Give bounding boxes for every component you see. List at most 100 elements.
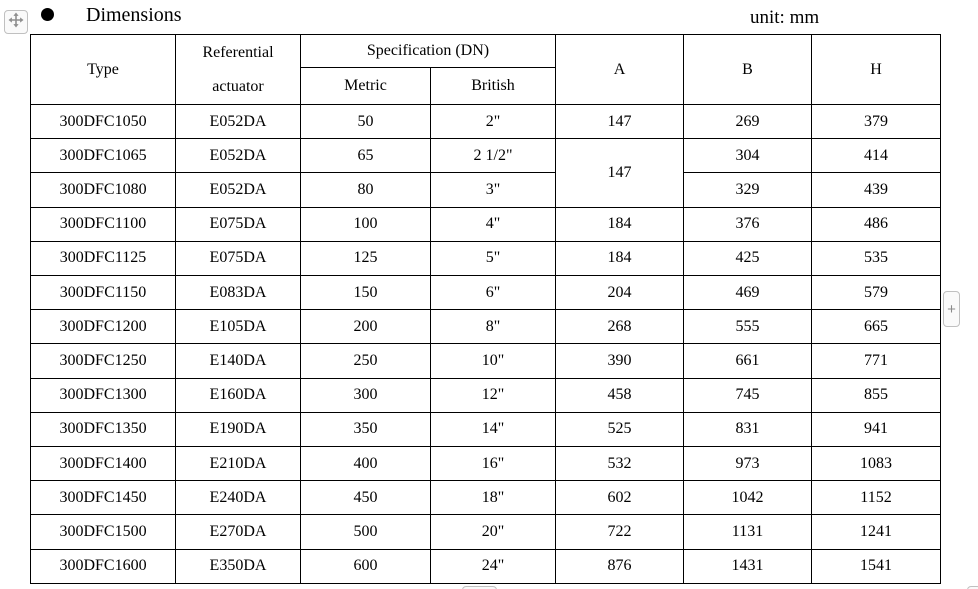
- cell-b: 1042: [683, 480, 812, 516]
- cell-metric: 80: [300, 172, 431, 208]
- cell-a: 532: [555, 446, 684, 482]
- cell-british: 12": [430, 377, 556, 413]
- cell-actuator: E270DA: [175, 514, 301, 550]
- table-body: 300DFC1050 E052DA 50 2" 147 269 379 300D…: [30, 103, 941, 585]
- cell-british: 6": [430, 275, 556, 311]
- cell-type: 300DFC1350: [30, 411, 176, 448]
- cell-type: 300DFC1400: [30, 446, 176, 482]
- cell-metric: 350: [300, 411, 431, 448]
- col-header-a: A: [555, 34, 684, 105]
- table-move-handle[interactable]: [4, 10, 28, 34]
- col-header-h: H: [811, 34, 941, 105]
- table-row: 300DFC1250 E140DA 250 10" 390 661 771: [30, 343, 941, 379]
- cell-british: 2 1/2": [430, 138, 556, 174]
- table-row: 300DFC1500 E270DA 500 20" 722 1131 1241: [30, 514, 941, 550]
- cell-a: 525: [555, 411, 684, 448]
- cell-metric: 100: [300, 206, 431, 242]
- plus-icon: +: [476, 587, 482, 589]
- cell-british: 4": [430, 206, 556, 242]
- move-icon: [8, 12, 24, 33]
- cell-h: 771: [811, 343, 941, 379]
- cell-metric: 450: [300, 480, 431, 516]
- cell-british: 14": [430, 411, 556, 448]
- cell-type: 300DFC1100: [30, 206, 176, 242]
- cell-b: 1431: [683, 548, 812, 585]
- cell-h: 1083: [811, 446, 941, 482]
- unit-label: unit: mm: [750, 7, 820, 28]
- cell-british: 2": [430, 103, 556, 140]
- cell-actuator: E075DA: [175, 206, 301, 242]
- cell-metric: 200: [300, 309, 431, 345]
- add-row-button[interactable]: +: [462, 586, 497, 589]
- col-header-actuator-line2: actuator: [212, 77, 264, 95]
- cell-h: 665: [811, 309, 941, 345]
- cell-a: 722: [555, 514, 684, 550]
- plus-icon: +: [947, 300, 956, 318]
- cell-british: 18": [430, 480, 556, 516]
- cell-actuator: E190DA: [175, 411, 301, 448]
- cell-a: 147: [555, 103, 684, 140]
- cell-a: 390: [555, 343, 684, 379]
- cell-h: 941: [811, 411, 941, 448]
- cell-actuator: E210DA: [175, 446, 301, 482]
- cell-b: 329: [683, 172, 812, 208]
- table-row: 300DFC1080 E052DA 80 3" 329 439: [30, 172, 941, 208]
- cell-british: 10": [430, 343, 556, 379]
- cell-metric: 50: [300, 103, 431, 140]
- table-row: 300DFC1450 E240DA 450 18" 602 1042 1152: [30, 480, 941, 516]
- cell-h: 535: [811, 240, 941, 277]
- cell-type: 300DFC1065: [30, 138, 176, 174]
- table-row: 300DFC1150 E083DA 150 6" 204 469 579: [30, 275, 941, 311]
- table-row: 300DFC1125 E075DA 125 5" 184 425 535: [30, 240, 941, 277]
- cell-type: 300DFC1250: [30, 343, 176, 379]
- cell-h: 486: [811, 206, 941, 242]
- cell-b: 661: [683, 343, 812, 379]
- cell-metric: 125: [300, 240, 431, 277]
- dimensions-table: Type Referential actuator Specification …: [30, 34, 941, 585]
- table-subheader-row: Metric British: [31, 67, 941, 105]
- table-row: 300DFC1200 E105DA 200 8" 268 555 665: [30, 309, 941, 345]
- cell-type: 300DFC1450: [30, 480, 176, 516]
- cell-a: 458: [555, 377, 684, 413]
- cell-h: 379: [811, 103, 941, 140]
- cell-actuator: E052DA: [175, 138, 301, 174]
- cell-type: 300DFC1500: [30, 514, 176, 550]
- col-header-metric: Metric: [300, 67, 431, 105]
- cell-metric: 600: [300, 548, 431, 585]
- cell-a: 602: [555, 480, 684, 516]
- table-row: 300DFC1100 E075DA 100 4" 184 376 486: [30, 206, 941, 242]
- cell-h: 1152: [811, 480, 941, 516]
- bullet-icon: [41, 8, 54, 21]
- cell-actuator: E350DA: [175, 548, 301, 585]
- col-header-specification: Specification (DN): [300, 34, 556, 68]
- cell-metric: 250: [300, 343, 431, 379]
- cell-actuator: E083DA: [175, 275, 301, 311]
- cell-actuator: E140DA: [175, 343, 301, 379]
- cell-b: 831: [683, 411, 812, 448]
- cell-actuator: E240DA: [175, 480, 301, 516]
- cell-b: 425: [683, 240, 812, 277]
- cell-b: 1131: [683, 514, 812, 550]
- cell-actuator: E052DA: [175, 172, 301, 208]
- cell-a: 268: [555, 309, 684, 345]
- cell-metric: 150: [300, 275, 431, 311]
- cell-british: 3": [430, 172, 556, 208]
- cell-b: 745: [683, 377, 812, 413]
- cell-b: 555: [683, 309, 812, 345]
- table-row: 300DFC1350 E190DA 350 14" 525 831 941: [30, 411, 941, 448]
- cell-actuator: E105DA: [175, 309, 301, 345]
- cell-a: 184: [555, 240, 684, 277]
- cell-metric: 300: [300, 377, 431, 413]
- cell-b: 469: [683, 275, 812, 311]
- cell-b: 304: [683, 138, 812, 174]
- table-row: 300DFC1300 E160DA 300 12" 458 745 855: [30, 377, 941, 413]
- table-resize-handle[interactable]: [967, 586, 978, 589]
- cell-b: 973: [683, 446, 812, 482]
- cell-british: 20": [430, 514, 556, 550]
- cell-type: 300DFC1200: [30, 309, 176, 345]
- cell-actuator: E052DA: [175, 103, 301, 140]
- add-column-button[interactable]: +: [943, 291, 960, 327]
- cell-actuator: E075DA: [175, 240, 301, 277]
- cell-metric: 65: [300, 138, 431, 174]
